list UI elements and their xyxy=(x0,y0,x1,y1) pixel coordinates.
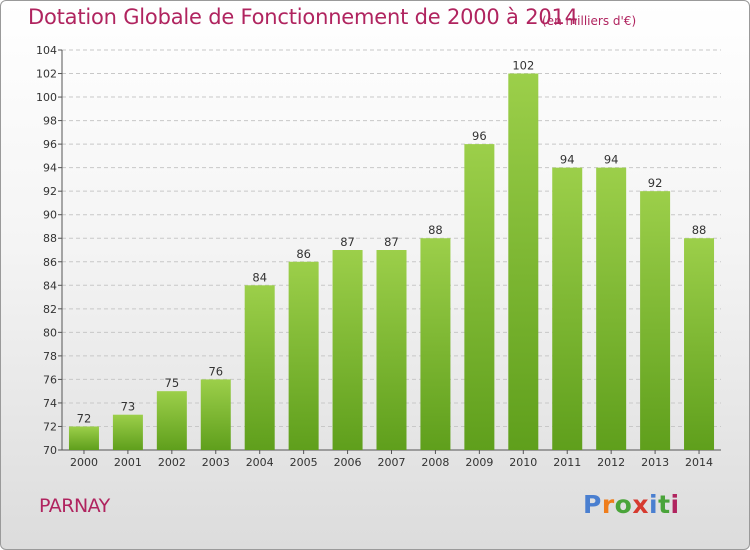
bar xyxy=(68,426,99,450)
logo-letter: x xyxy=(632,490,649,519)
bar xyxy=(552,167,583,450)
data-label: 86 xyxy=(296,247,311,261)
y-tick-label: 76 xyxy=(43,373,57,386)
bar xyxy=(684,238,715,450)
x-tick-labels: 2000 2001 2002 2003 2004 2005 2006 2007 2008 2009… xyxy=(70,456,713,469)
y-tick-label: 96 xyxy=(43,138,57,151)
data-label: 87 xyxy=(340,235,355,249)
x-tick-label: 2002 xyxy=(158,456,186,469)
data-label: 84 xyxy=(252,270,267,284)
bar xyxy=(332,250,363,450)
y-tick-label: 104 xyxy=(36,44,57,57)
data-label: 88 xyxy=(692,223,707,237)
y-tick-label: 84 xyxy=(43,279,57,292)
bars xyxy=(68,73,715,451)
data-label: 92 xyxy=(648,176,663,190)
y-tick-label: 94 xyxy=(43,162,57,175)
bar xyxy=(508,73,539,450)
bar xyxy=(376,250,407,450)
y-tick-label: 88 xyxy=(43,232,57,245)
bar xyxy=(156,391,187,450)
bar xyxy=(244,285,275,450)
logo-letter: i xyxy=(649,490,659,519)
logo-letter: t xyxy=(658,490,671,519)
data-label: 75 xyxy=(165,376,180,390)
y-tick-label: 90 xyxy=(43,209,57,222)
bar xyxy=(596,167,627,450)
y-tick-labels: 70 72 74 76 78 80 82 84 86 88 90 92 94 96 98 100 102 104 xyxy=(36,44,57,457)
logo-letter: o xyxy=(614,490,633,519)
data-label: 94 xyxy=(604,153,619,167)
y-tick-label: 92 xyxy=(43,185,57,198)
x-tick-label: 2013 xyxy=(641,456,669,469)
x-tick-label: 2001 xyxy=(114,456,142,469)
y-tick-label: 102 xyxy=(36,68,57,81)
y-tick-label: 86 xyxy=(43,256,57,269)
y-tick-label: 78 xyxy=(43,350,57,363)
data-label: 94 xyxy=(560,153,575,167)
y-tick-label: 70 xyxy=(43,444,57,457)
y-tick-label: 98 xyxy=(43,115,57,128)
x-tick-label: 2008 xyxy=(421,456,449,469)
commune-name: PARNAY xyxy=(39,495,110,517)
y-tick-label: 74 xyxy=(43,397,57,410)
data-label: 102 xyxy=(512,59,534,73)
y-tick-label: 82 xyxy=(43,303,57,316)
bar xyxy=(112,414,143,450)
x-tick-label: 2011 xyxy=(553,456,581,469)
x-tick-label: 2007 xyxy=(378,456,406,469)
x-tick-label: 2003 xyxy=(202,456,230,469)
x-tick-label: 2009 xyxy=(465,456,493,469)
x-tick-label: 2014 xyxy=(685,456,713,469)
logo-letter: r xyxy=(601,490,615,519)
x-tick-label: 2000 xyxy=(70,456,98,469)
data-labels: 72 73 75 76 84 86 87 87 88 96 102 94 94 92 88 xyxy=(77,59,707,426)
x-tick-label: 2005 xyxy=(290,456,318,469)
x-tick-label: 2012 xyxy=(597,456,625,469)
data-label: 73 xyxy=(121,400,136,414)
data-label: 76 xyxy=(208,364,223,378)
chart-title: Dotation Globale de Fonctionnement de 20… xyxy=(28,5,578,29)
bar xyxy=(420,238,451,450)
y-tick-label: 80 xyxy=(43,326,57,339)
proxiti-logo: Proxiti xyxy=(583,490,680,519)
logo-letter: P xyxy=(583,490,602,519)
bar xyxy=(464,144,495,450)
bar xyxy=(200,379,231,450)
x-tick-label: 2010 xyxy=(509,456,537,469)
logo-letter: i xyxy=(670,490,680,519)
y-tick-label: 100 xyxy=(36,91,57,104)
data-label: 72 xyxy=(77,411,92,425)
data-label: 88 xyxy=(428,223,443,237)
bar xyxy=(288,261,319,450)
data-label: 87 xyxy=(384,235,399,249)
y-tick-label: 72 xyxy=(43,420,57,433)
chart-unit: (en milliers d'€) xyxy=(542,14,637,28)
x-tick-label: 2006 xyxy=(334,456,362,469)
x-tick-label: 2004 xyxy=(246,456,274,469)
bar xyxy=(640,191,671,451)
data-label: 96 xyxy=(472,129,487,143)
